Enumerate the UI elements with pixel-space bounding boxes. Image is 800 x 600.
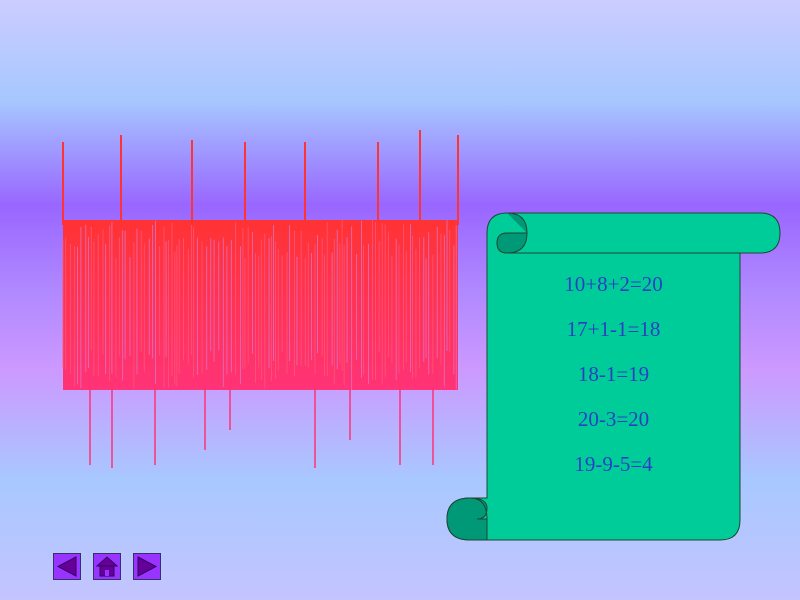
equation: 18-1=19: [577, 362, 650, 386]
house-icon: [95, 556, 119, 577]
home-button[interactable]: [93, 553, 121, 580]
scroll-shape: [446, 212, 781, 541]
triangle-right-icon: [137, 556, 158, 577]
equation: 19-9-5=4: [574, 452, 653, 476]
equation: 20-3=20: [577, 407, 650, 431]
next-slide-button[interactable]: [133, 553, 161, 580]
equation: 17+1-1=18: [566, 317, 661, 341]
prev-slide-button[interactable]: [53, 553, 81, 580]
equation-list: 10+8+2=20 17+1-1=18 18-1=19 20-3=20 19-9…: [487, 262, 740, 487]
equation: 10+8+2=20: [564, 272, 663, 296]
title-wordart: [62, 130, 459, 468]
triangle-left-icon: [56, 556, 77, 577]
